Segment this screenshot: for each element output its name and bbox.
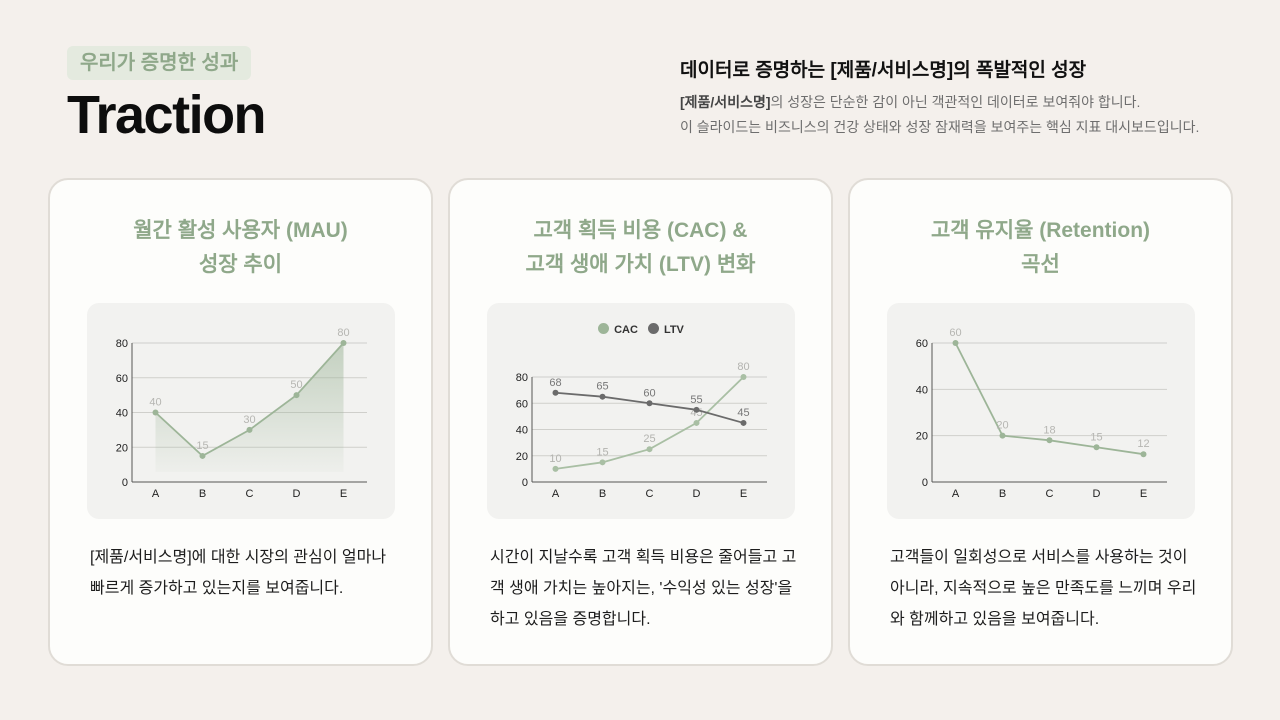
svg-text:15: 15	[1090, 431, 1102, 443]
svg-text:80: 80	[737, 361, 749, 373]
svg-text:60: 60	[116, 373, 128, 385]
svg-text:0: 0	[522, 477, 528, 489]
card-title-line-2: 성장 추이	[198, 253, 283, 276]
legend-item-cac[interactable]: CAC	[598, 323, 638, 336]
card-description: 고객들이 일회성으로 서비스를 사용하는 것이 아니라, 지속적으로 높은 만족…	[890, 549, 1197, 628]
svg-text:D: D	[293, 488, 301, 500]
svg-text:C: C	[1046, 488, 1054, 500]
svg-text:40: 40	[516, 425, 528, 437]
svg-text:E: E	[740, 488, 747, 500]
svg-text:0: 0	[122, 477, 128, 489]
svg-text:40: 40	[916, 384, 928, 396]
svg-text:10: 10	[549, 453, 561, 465]
card-title-line-2: 곡선	[1021, 253, 1060, 276]
svg-text:30: 30	[243, 414, 255, 426]
svg-text:68: 68	[549, 377, 561, 389]
svg-text:20: 20	[116, 442, 128, 454]
subtitle-line-1-text: 의 성장은 단순한 감이 아닌 객관적인 데이터로 보여줘야 합니다.	[770, 94, 1141, 110]
card-title: 고객 획득 비용 (CAC) & 고객 생애 가치 (LTV) 변화	[450, 214, 831, 282]
section-eyebrow-badge: 우리가 증명한 성과	[67, 46, 252, 80]
legend-label: LTV	[663, 324, 684, 336]
headline: 데이터로 증명하는 [제품/서비스명]의 폭발적인 성장	[680, 60, 1087, 81]
svg-text:80: 80	[516, 372, 528, 384]
svg-text:B: B	[599, 488, 606, 500]
card-title-line-1: 월간 활성 사용자 (MAU)	[133, 219, 348, 242]
retention-line-chart: 0 20 40 60 A B C D E 60 20 18 15 12	[916, 327, 1167, 500]
svg-text:18: 18	[1043, 424, 1055, 436]
legend-label: CAC	[614, 324, 638, 336]
svg-text:12: 12	[1137, 438, 1149, 450]
card-mau: 월간 활성 사용자 (MAU) 성장 추이 0 20 40 60 80 A B C D E 40 15…	[48, 178, 433, 666]
product-placeholder: [제품/서비스명]	[680, 94, 771, 110]
card-description: 시간이 지날수록 고객 획득 비용은 줄어들고 고객 생애 가치는 높아지는, …	[490, 549, 797, 628]
svg-text:A: A	[152, 488, 160, 500]
card-title: 월간 활성 사용자 (MAU) 성장 추이	[50, 214, 431, 282]
card-retention: 고객 유지율 (Retention) 곡선 0 20 40 60 A B C D E 60 20 18…	[848, 178, 1233, 666]
svg-text:50: 50	[290, 379, 302, 391]
card-description: [제품/서비스명]에 대한 시장의 관심이 얼마나 빠르게 증가하고 있는지를 …	[90, 549, 387, 597]
card-title-line-2: 고객 생애 가치 (LTV) 변화	[525, 253, 756, 276]
svg-text:60: 60	[949, 327, 961, 339]
svg-text:60: 60	[516, 398, 528, 410]
svg-text:80: 80	[337, 327, 349, 339]
chart-legend: CAC LTV	[487, 323, 795, 336]
svg-text:0: 0	[922, 477, 928, 489]
card-cac-ltv: 고객 획득 비용 (CAC) & 고객 생애 가치 (LTV) 변화 CAC L…	[448, 178, 833, 666]
legend-dot-icon	[598, 323, 610, 334]
svg-text:E: E	[1140, 488, 1147, 500]
svg-text:80: 80	[116, 338, 128, 350]
svg-text:C: C	[246, 488, 254, 500]
mau-chart: 0 20 40 60 80 A B C D E 40 15 30 50 80	[87, 303, 395, 519]
svg-text:20: 20	[516, 451, 528, 463]
card-title-line-1: 고객 유지율 (Retention)	[930, 219, 1151, 242]
svg-text:40: 40	[149, 397, 161, 409]
subtitle-line-1: [제품/서비스명]의 성장은 단순한 감이 아닌 객관적인 데이터로 보여줘야 …	[680, 90, 1199, 115]
svg-text:45: 45	[737, 407, 749, 419]
svg-text:B: B	[999, 488, 1006, 500]
svg-text:A: A	[552, 488, 560, 500]
svg-text:55: 55	[690, 394, 702, 406]
svg-text:65: 65	[596, 381, 608, 393]
card-title-line-1: 고객 획득 비용 (CAC) &	[533, 219, 748, 242]
svg-text:20: 20	[996, 420, 1008, 432]
subtitle-line-2: 이 슬라이드는 비즈니스의 건강 상태와 성장 잠재력을 보여주는 핵심 지표 …	[680, 119, 1200, 135]
svg-text:60: 60	[643, 387, 655, 399]
svg-text:A: A	[952, 488, 960, 500]
subtitle: [제품/서비스명]의 성장은 단순한 감이 아닌 객관적인 데이터로 보여줘야 …	[680, 90, 1199, 140]
svg-text:C: C	[646, 488, 654, 500]
svg-text:D: D	[693, 488, 701, 500]
svg-text:E: E	[340, 488, 347, 500]
legend-dot-icon	[647, 323, 659, 334]
svg-text:25: 25	[643, 433, 655, 445]
cac-ltv-chart: CAC LTV 0 20 40 60 80 A B C D E 10 15 25 45 80 68 65 60 55…	[487, 303, 795, 519]
legend-item-ltv[interactable]: LTV	[647, 323, 684, 336]
svg-text:D: D	[1093, 488, 1101, 500]
svg-text:B: B	[199, 488, 206, 500]
svg-text:40: 40	[116, 408, 128, 420]
card-title: 고객 유지율 (Retention) 곡선	[850, 214, 1231, 282]
svg-text:60: 60	[916, 338, 928, 350]
svg-text:20: 20	[916, 431, 928, 443]
page-title: Traction	[67, 85, 267, 145]
svg-text:15: 15	[196, 440, 208, 452]
retention-chart: 0 20 40 60 A B C D E 60 20 18 15 12	[887, 303, 1195, 519]
svg-text:15: 15	[596, 446, 608, 458]
mau-area-chart: 0 20 40 60 80 A B C D E 40 15 30 50 80	[116, 327, 367, 500]
